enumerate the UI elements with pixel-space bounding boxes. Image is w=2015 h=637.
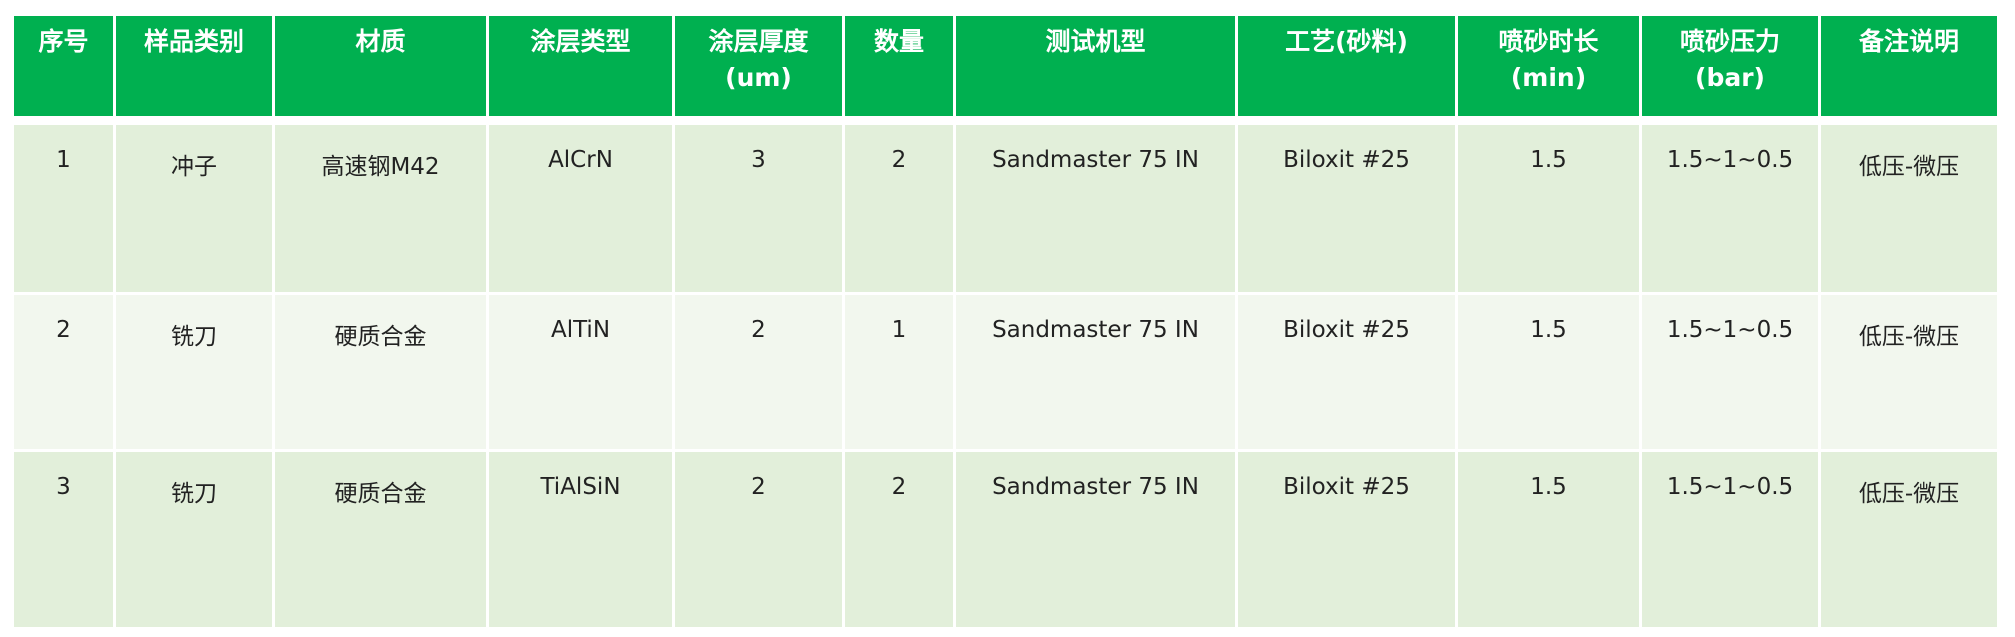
column-header: 涂层类型 [486,13,675,119]
table-cell: 低压-微压 [1818,122,2000,295]
table-cell: 低压-微压 [1818,449,2000,630]
table-cell: 2 [672,449,845,630]
column-header-label: 喷砂压力 [1679,27,1780,56]
table-cell: Sandmaster 75 IN [953,292,1238,452]
table-cell: Sandmaster 75 IN [953,449,1238,630]
table-cell: Biloxit #25 [1235,449,1458,630]
column-header: 测试机型 [953,13,1238,119]
table-cell: 2 [11,292,116,452]
column-header-label: 测试机型 [1045,27,1146,56]
table-cell: 1.5 [1455,292,1642,452]
table-cell: 铣刀 [113,292,275,452]
table-row: 3 铣刀 硬质合金 TiAlSiN 2 2 Sandmaster 75 IN Biloxit … [11,449,2000,630]
table-cell: AlCrN [486,122,675,295]
table-cell: 铣刀 [113,449,275,630]
table-cell: Sandmaster 75 IN [953,122,1238,295]
table-cell: 冲子 [113,122,275,295]
table-cell: 1.5 [1455,122,1642,295]
table-cell: 3 [672,122,845,295]
table-cell: 2 [842,122,956,295]
column-header-label: 备注说明 [1858,27,1959,56]
column-header: 涂层厚度 (um) [672,13,845,119]
column-header-unit: (um) [725,63,792,92]
table-cell: 1.5~1~0.5 [1639,292,1821,452]
table-cell: 1.5~1~0.5 [1639,449,1821,630]
header-row: 序号 样品类别 材质 涂层类型 涂层厚度 (um) 数量 测试机型 工艺(砂料) 喷砂时长 (min… [11,13,2000,119]
table-cell: 低压-微压 [1818,292,2000,452]
table-cell: 硬质合金 [272,449,489,630]
table-cell: 高速钢M42 [272,122,489,295]
column-header: 工艺(砂料) [1235,13,1458,119]
coating-test-table: 序号 样品类别 材质 涂层类型 涂层厚度 (um) 数量 测试机型 工艺(砂料) 喷砂时长 (min… [11,13,2000,630]
column-header-label: 数量 [873,27,924,56]
column-header: 喷砂时长 (min) [1455,13,1642,119]
table-cell: 3 [11,449,116,630]
column-header-label: 样品类别 [143,27,244,56]
table-row: 1 冲子 高速钢M42 AlCrN 3 2 Sandmaster 75 IN Biloxit … [11,122,2000,295]
column-header: 备注说明 [1818,13,2000,119]
column-header-unit: (bar) [1695,63,1765,92]
column-header-label: 序号 [38,27,89,56]
table-cell: Biloxit #25 [1235,292,1458,452]
table-row: 2 铣刀 硬质合金 AlTiN 2 1 Sandmaster 75 IN Biloxit #2… [11,292,2000,452]
column-header-label: 工艺(砂料) [1285,27,1408,56]
column-header: 序号 [11,13,116,119]
table-cell: 2 [672,292,845,452]
table-cell: TiAlSiN [486,449,675,630]
column-header-label: 喷砂时长 [1498,27,1599,56]
column-header-unit: (min) [1510,63,1587,92]
table-cell: AlTiN [486,292,675,452]
row-separator [12,117,1999,124]
column-header-label: 材质 [355,27,406,56]
column-header-label: 涂层类型 [530,27,631,56]
column-header: 数量 [842,13,956,119]
table-cell: 1 [11,122,116,295]
column-header-label: 涂层厚度 [708,27,809,56]
column-header: 喷砂压力 (bar) [1639,13,1821,119]
table-cell: Biloxit #25 [1235,122,1458,295]
table-cell: 2 [842,449,956,630]
table-cell: 1.5~1~0.5 [1639,122,1821,295]
table-cell: 1.5 [1455,449,1642,630]
table-cell: 硬质合金 [272,292,489,452]
table-cell: 1 [842,292,956,452]
column-header: 材质 [272,13,489,119]
column-header: 样品类别 [113,13,275,119]
